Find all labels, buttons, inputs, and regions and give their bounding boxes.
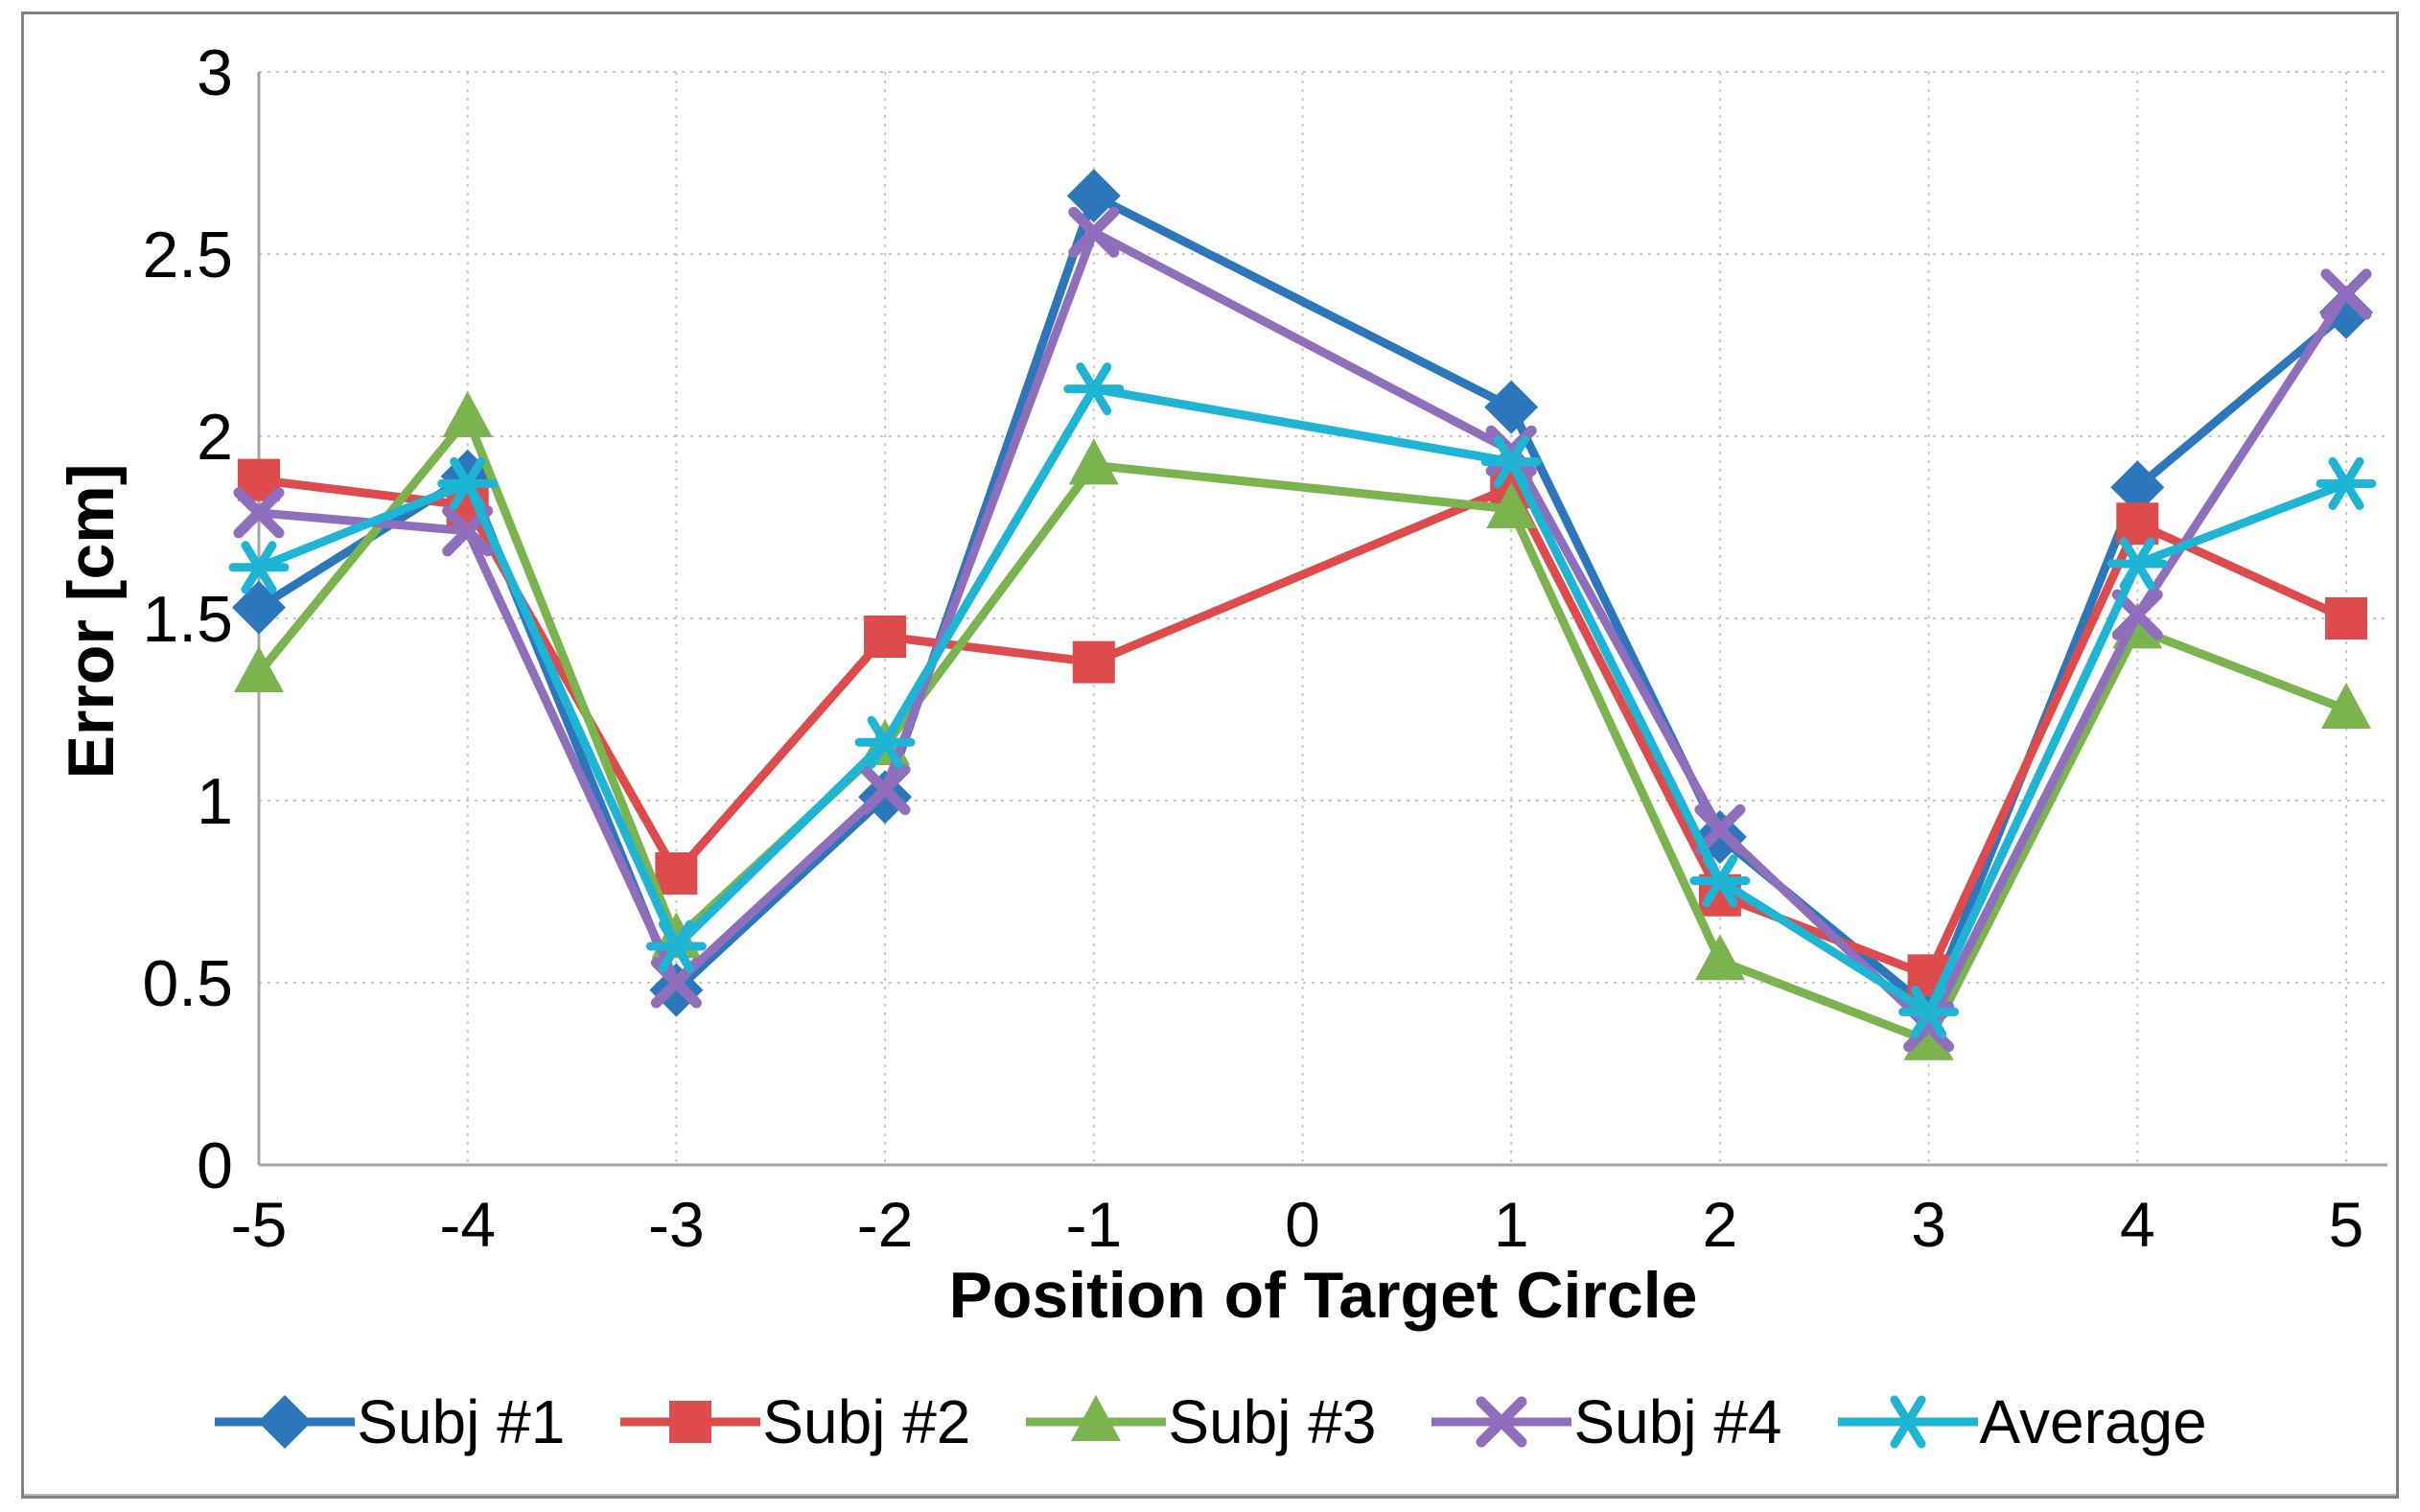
y-tick-label: 1.5 bbox=[142, 583, 233, 656]
square-marker bbox=[238, 458, 280, 501]
x-tick-label: -3 bbox=[648, 1189, 705, 1260]
x-marker bbox=[233, 487, 285, 539]
square-marker bbox=[1072, 640, 1115, 684]
series-line-subj-4 bbox=[254, 227, 2351, 1032]
diamond-marker bbox=[1484, 380, 1539, 434]
x-tick-label: -1 bbox=[1065, 1189, 1122, 1260]
legend-item: Subj #1 bbox=[213, 1388, 565, 1455]
legend-label: Subj #1 bbox=[357, 1387, 566, 1456]
x-tick-label: 2 bbox=[1703, 1189, 1738, 1260]
series-markers-subj-4 bbox=[233, 206, 2372, 1053]
x-axis-title: Position of Target Circle bbox=[948, 1259, 1698, 1332]
chart-frame bbox=[21, 12, 2399, 1499]
legend-item: Subj #2 bbox=[618, 1388, 970, 1455]
legend-swatch-asterisk-icon bbox=[1837, 1395, 1978, 1449]
x-tick-label: -5 bbox=[231, 1189, 288, 1260]
legend-item: Subj #3 bbox=[1024, 1388, 1376, 1455]
legend-label: Subj #4 bbox=[1573, 1387, 1782, 1456]
series-line-subj-1 bbox=[254, 191, 2351, 1013]
triangle-marker bbox=[234, 646, 284, 692]
diamond-marker bbox=[2110, 460, 2165, 515]
triangle-marker bbox=[1071, 1395, 1122, 1441]
asterisk-marker bbox=[1890, 1395, 1926, 1449]
x-tick-label: 1 bbox=[1494, 1189, 1529, 1260]
x-tick-label: -2 bbox=[857, 1189, 914, 1260]
asterisk-marker bbox=[450, 456, 486, 510]
triangle-marker bbox=[442, 391, 493, 437]
legend-swatch-triangle-icon bbox=[1026, 1395, 1167, 1441]
series-line-average bbox=[254, 384, 2351, 1016]
square-marker bbox=[864, 616, 907, 658]
y-tick-label: 0 bbox=[197, 1129, 233, 1202]
square-marker bbox=[669, 1401, 712, 1443]
diamond-marker bbox=[2319, 285, 2373, 339]
asterisk-marker bbox=[867, 715, 903, 769]
y-axis-title: Error [cm] bbox=[55, 463, 128, 779]
asterisk-marker bbox=[1911, 985, 1947, 1038]
legend-swatch-diamond-icon bbox=[215, 1395, 356, 1449]
y-tick-label: 0.5 bbox=[142, 947, 233, 1020]
series-markers-average bbox=[228, 362, 2377, 1038]
y-tick-label: 2.5 bbox=[142, 219, 233, 291]
legend-item: Average bbox=[1836, 1388, 2207, 1455]
x-tick-label: -4 bbox=[439, 1189, 496, 1260]
square-marker bbox=[2116, 502, 2159, 546]
legend-swatch-x-icon bbox=[1431, 1396, 1572, 1448]
series-line-subj-3 bbox=[254, 413, 2351, 1046]
square-marker bbox=[655, 852, 698, 895]
asterisk-marker bbox=[1493, 435, 1529, 489]
x-marker bbox=[1068, 206, 1120, 258]
diamond-marker bbox=[1066, 169, 1121, 223]
asterisk-marker bbox=[2328, 456, 2364, 510]
legend-item: Subj #4 bbox=[1430, 1387, 1782, 1456]
legend: Subj #1 Subj #2 Subj #3 Subj #4 Average bbox=[0, 1388, 2420, 1455]
triangle-marker bbox=[1903, 1013, 1954, 1060]
legend-label: Average bbox=[1979, 1387, 2207, 1456]
x-marker bbox=[859, 764, 911, 816]
asterisk-marker bbox=[1076, 362, 1112, 416]
diamond-marker bbox=[258, 1395, 313, 1449]
triangle-marker bbox=[1068, 438, 1119, 485]
x-marker bbox=[2111, 589, 2163, 640]
x-marker bbox=[1694, 803, 1746, 855]
triangle-marker bbox=[1694, 934, 1745, 981]
x-tick-label: 5 bbox=[2329, 1189, 2364, 1260]
x-marker bbox=[2320, 268, 2372, 320]
y-tick-label: 1 bbox=[197, 765, 233, 838]
asterisk-marker bbox=[2119, 537, 2155, 591]
asterisk-marker bbox=[1702, 854, 1738, 908]
square-marker bbox=[2325, 597, 2367, 640]
legend-label: Subj #2 bbox=[762, 1387, 971, 1456]
x-tick-label: 4 bbox=[2120, 1189, 2155, 1260]
triangle-marker bbox=[1486, 482, 1537, 528]
y-tick-label: 2 bbox=[197, 401, 233, 474]
x-marker bbox=[1476, 1396, 1527, 1448]
legend-swatch-square-icon bbox=[620, 1401, 761, 1443]
y-tick-label: 3 bbox=[197, 36, 233, 109]
diamond-marker bbox=[232, 580, 286, 635]
x-tick-label: 3 bbox=[1911, 1189, 1946, 1260]
asterisk-marker bbox=[658, 919, 694, 973]
x-tick-label: 0 bbox=[1285, 1189, 1320, 1260]
asterisk-marker bbox=[241, 541, 277, 594]
legend-label: Subj #3 bbox=[1168, 1387, 1377, 1456]
triangle-marker bbox=[2321, 683, 2371, 729]
